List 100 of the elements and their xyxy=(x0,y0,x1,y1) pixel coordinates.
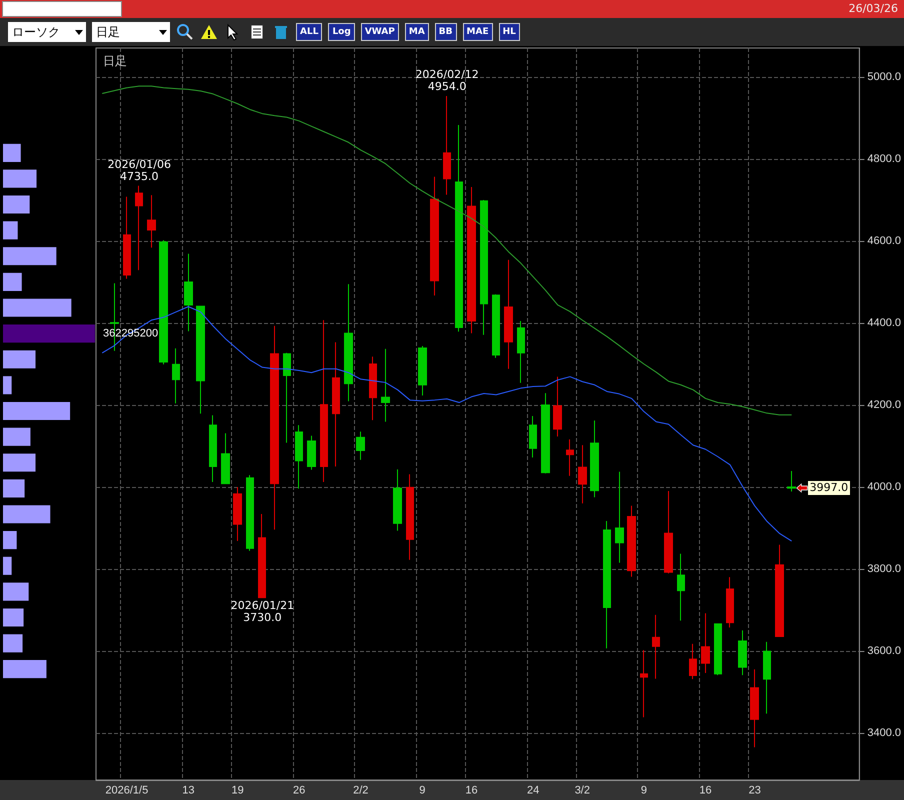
candlestick xyxy=(258,514,266,598)
bar xyxy=(3,608,24,627)
candlestick xyxy=(566,438,574,476)
candlestick xyxy=(270,325,279,530)
x-tick-label: 16 xyxy=(465,784,478,796)
bar xyxy=(3,428,30,446)
bar xyxy=(3,531,17,550)
candlestick xyxy=(443,95,451,196)
candlestick xyxy=(714,623,722,676)
x-tick-label: 16 xyxy=(699,784,712,796)
bar xyxy=(3,324,96,343)
y-tick-label: 3400.0 xyxy=(867,726,902,739)
candlestick xyxy=(393,468,402,532)
bar xyxy=(3,505,50,524)
candlestick xyxy=(467,186,476,334)
bar xyxy=(3,582,29,601)
candlestick xyxy=(640,650,648,718)
bar xyxy=(3,247,56,266)
x-tick-label: 13 xyxy=(182,784,194,796)
candlestick xyxy=(738,630,747,676)
bar xyxy=(3,660,46,678)
x-tick-label: 3/2 xyxy=(574,784,590,796)
text: BB xyxy=(434,23,457,41)
candlestick xyxy=(406,474,414,560)
candlestick xyxy=(492,294,500,358)
bar xyxy=(3,298,72,317)
candlestick xyxy=(787,470,796,492)
x-tick-label: 23 xyxy=(748,784,761,796)
candlestick xyxy=(221,432,230,484)
candlestick xyxy=(209,414,217,483)
candlestick xyxy=(615,471,624,564)
annotation: 3997.0 xyxy=(808,481,850,496)
candlestick xyxy=(590,420,599,498)
text: MAE xyxy=(462,23,493,41)
line-series xyxy=(102,306,792,542)
candlestick xyxy=(418,345,427,396)
candlestick xyxy=(356,431,365,460)
text: 26/03/26 xyxy=(848,2,898,15)
bar xyxy=(3,402,70,420)
y-tick-label: 4400.0 xyxy=(867,317,902,330)
candlestick xyxy=(689,643,697,680)
candlestick xyxy=(504,259,513,370)
candlestick xyxy=(541,392,550,474)
x-tick-label: 9 xyxy=(419,784,426,796)
text: HL xyxy=(498,23,520,41)
candlestick xyxy=(627,505,636,578)
bar xyxy=(3,221,18,240)
text: 日足 xyxy=(103,54,127,68)
text: MA xyxy=(404,23,429,41)
candlestick xyxy=(246,474,254,552)
candlestick xyxy=(430,176,439,296)
y-tick-label: 4000.0 xyxy=(867,480,902,493)
candlestick xyxy=(295,424,303,490)
y-tick-label: 3600.0 xyxy=(867,644,902,657)
bar xyxy=(3,144,21,162)
bar xyxy=(3,479,25,498)
bar xyxy=(3,376,12,394)
candlestick xyxy=(726,576,734,628)
x-tick-label: 2026/1/5 xyxy=(105,784,148,796)
candlestick xyxy=(320,320,328,483)
candlestick xyxy=(159,240,168,365)
candlestick xyxy=(196,306,205,414)
candlestick xyxy=(603,520,611,649)
x-tick-label: 9 xyxy=(640,784,647,796)
candlestick xyxy=(750,668,759,748)
candlestick xyxy=(677,553,685,622)
x-tick-label: 19 xyxy=(231,784,244,796)
candlestick xyxy=(172,348,180,404)
bar xyxy=(3,634,23,652)
candlestick xyxy=(775,544,784,638)
candlestick xyxy=(553,376,562,438)
text: 日足 xyxy=(92,22,170,42)
x-tick-label: 26 xyxy=(293,784,306,796)
y-tick-label: 5000.0 xyxy=(867,71,902,84)
candlestick xyxy=(147,194,156,248)
candlestick xyxy=(455,124,463,332)
annotation: 2026/01/21 3730.0 xyxy=(230,598,294,624)
candlestick xyxy=(529,416,537,458)
candlestick xyxy=(344,284,353,402)
candlestick xyxy=(307,435,316,470)
annotation: 2026/02/12 4954.0 xyxy=(415,68,479,93)
x-tick-label: 2/2 xyxy=(353,784,368,796)
candlestick xyxy=(381,348,390,422)
y-tick-label: 4600.0 xyxy=(867,235,902,248)
bar xyxy=(3,350,36,368)
candlestick xyxy=(369,356,377,421)
candlestick xyxy=(517,320,525,384)
bar xyxy=(3,170,37,188)
candlestick xyxy=(184,253,193,332)
y-tick-label: 4200.0 xyxy=(867,398,902,411)
text: ALL xyxy=(296,23,322,41)
candlestick xyxy=(123,196,131,280)
candlestick xyxy=(664,490,673,574)
candlestick xyxy=(135,185,143,271)
candlestick xyxy=(578,444,587,504)
bar xyxy=(3,556,12,575)
bar xyxy=(3,272,22,291)
annotation: 2026/01/06 4735.0 xyxy=(108,158,171,183)
candlestick xyxy=(332,342,340,467)
candlestick xyxy=(283,352,291,444)
